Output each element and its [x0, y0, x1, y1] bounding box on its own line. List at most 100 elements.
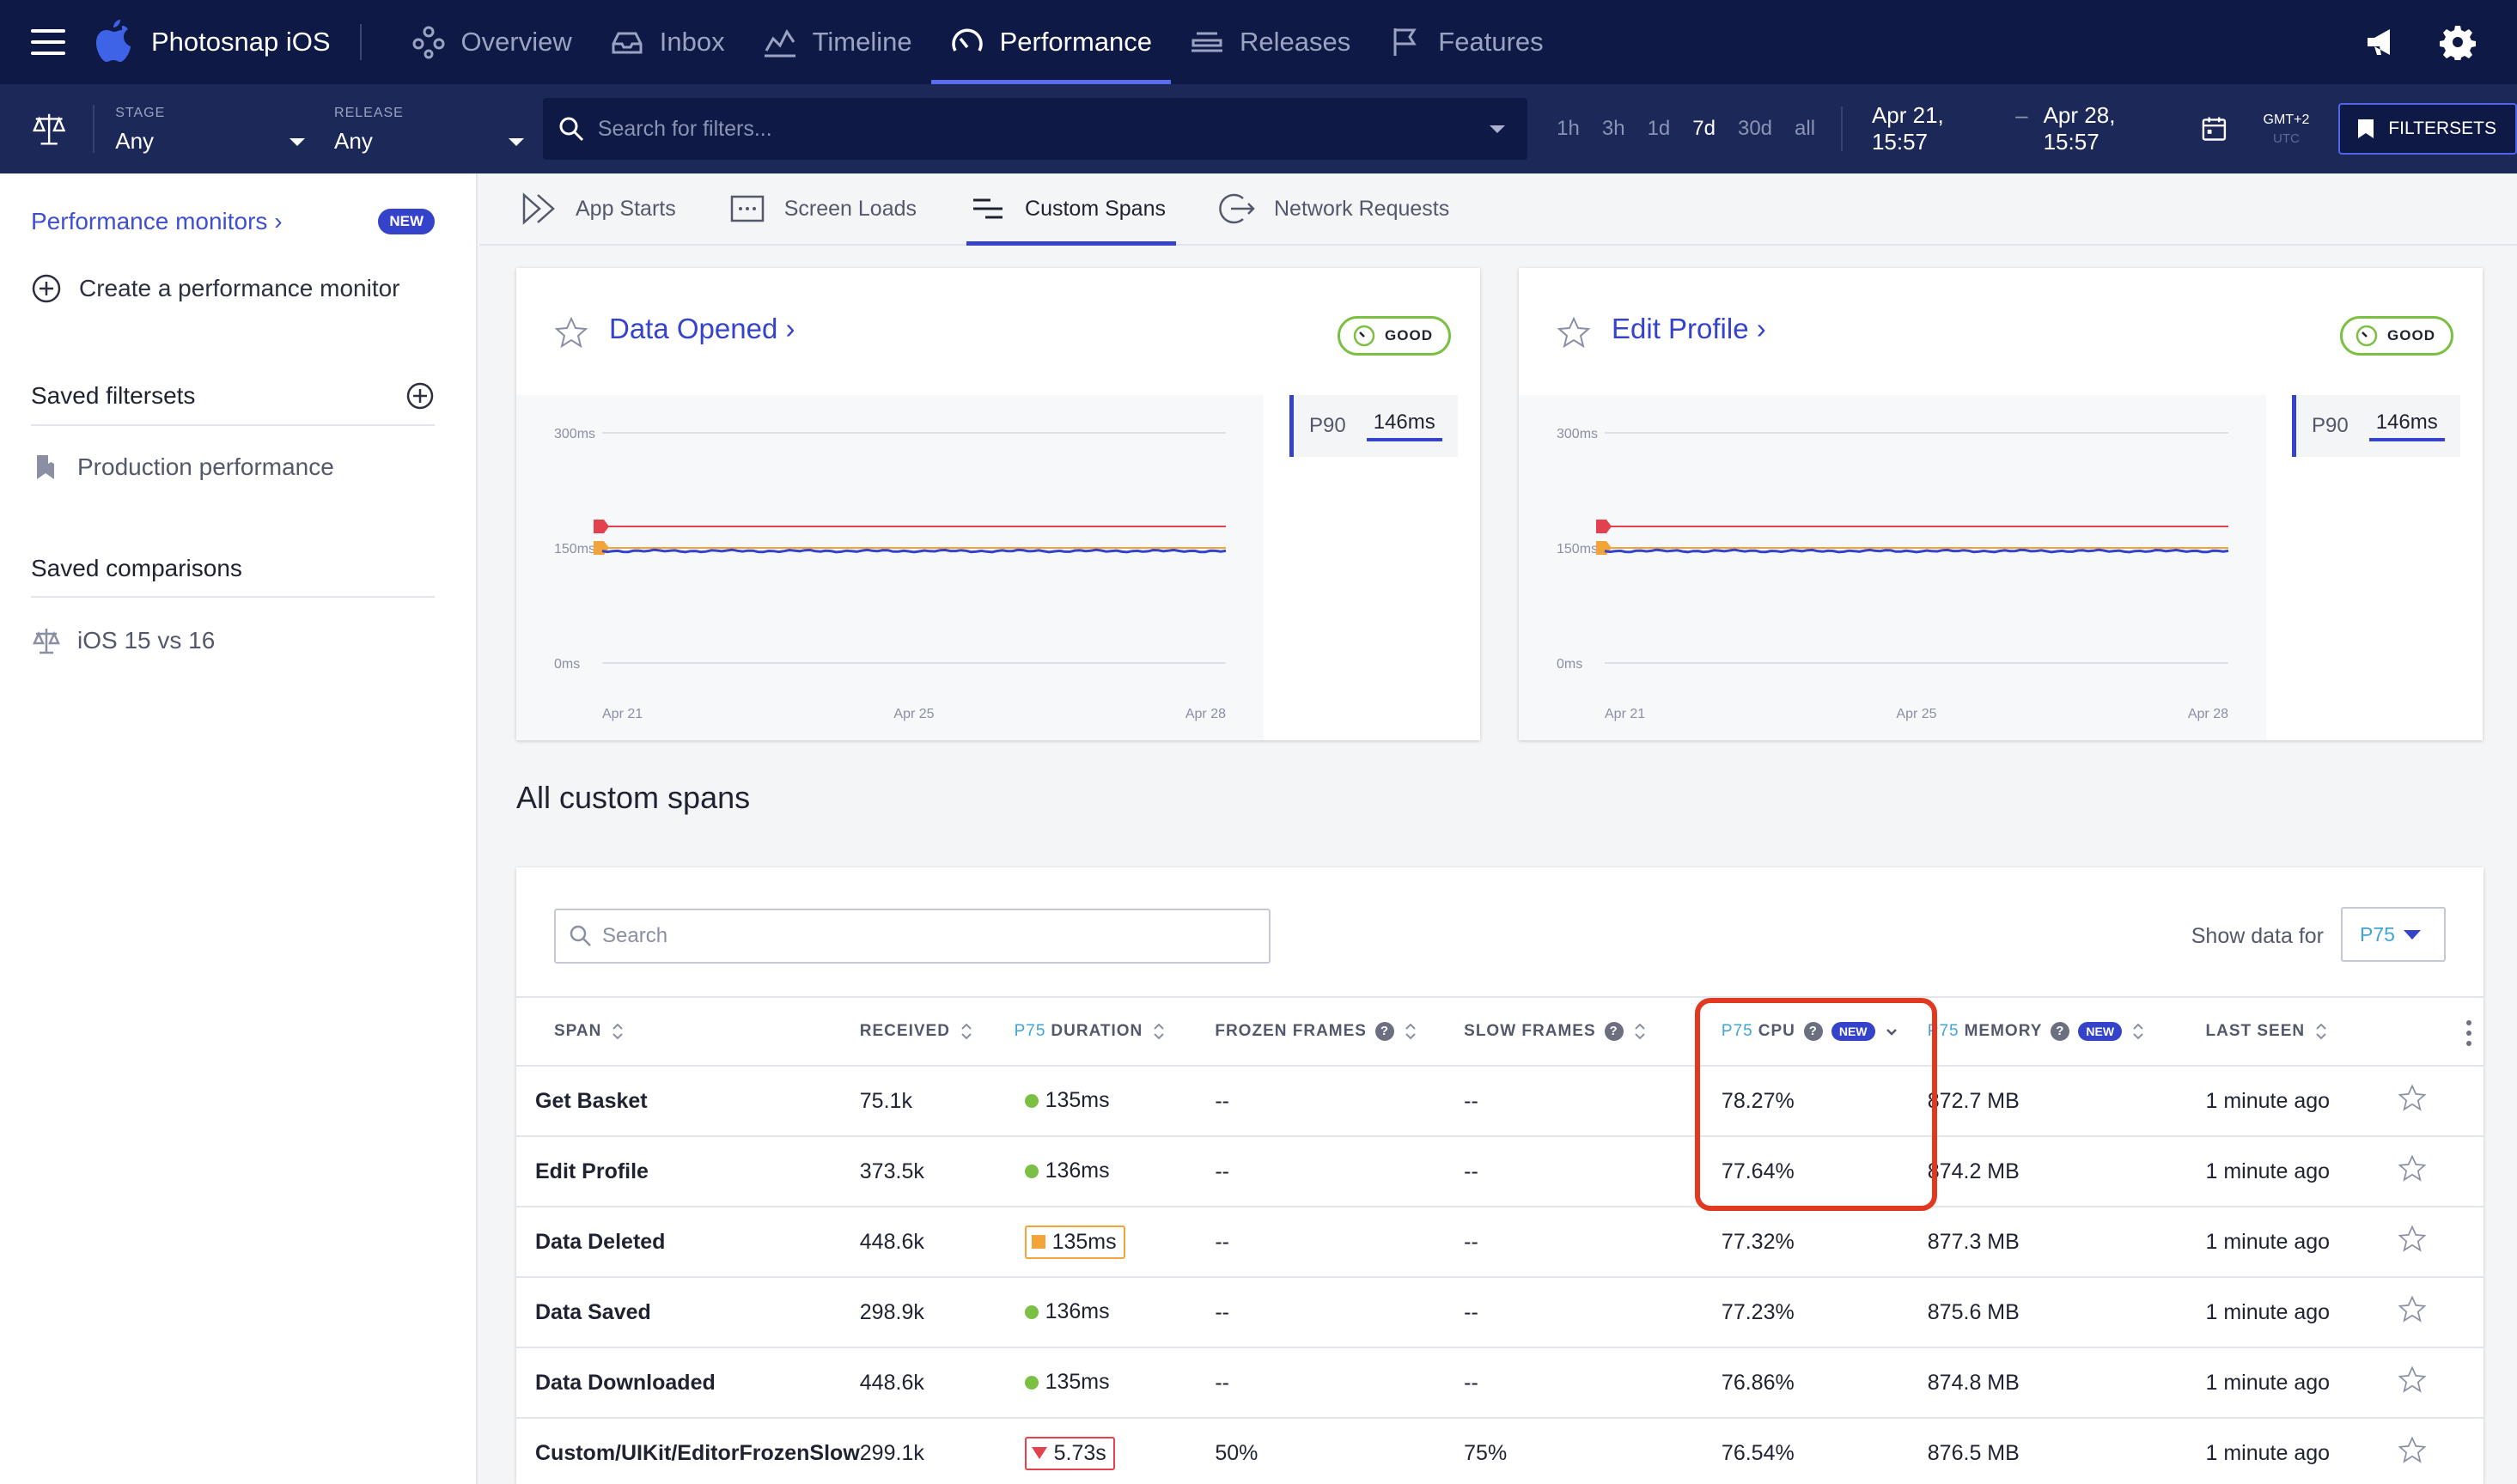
app-name[interactable]: Photosnap iOS: [151, 27, 331, 57]
hamburger-menu-icon[interactable]: [31, 29, 65, 55]
network-request-icon: [1219, 193, 1255, 224]
table-row[interactable]: Data Saved 298.9k 136ms -- -- 77.23% 875.6 MB 1…: [516, 1277, 2483, 1348]
monitor-title[interactable]: Edit Profile ›: [1612, 313, 1766, 344]
range-7d[interactable]: 7d: [1692, 117, 1716, 140]
stage-select[interactable]: STAGE Any: [115, 99, 314, 159]
star-icon[interactable]: [2398, 1365, 2427, 1395]
nav-divider: [359, 24, 362, 60]
nav-timeline[interactable]: Timeline: [744, 0, 931, 84]
star-icon[interactable]: [2398, 1224, 2427, 1254]
col-header-span[interactable]: SPAN: [516, 996, 860, 1067]
nav-releases[interactable]: Releases: [1171, 0, 1369, 84]
help-icon[interactable]: ?: [1374, 1021, 1394, 1041]
star-icon[interactable]: [2398, 1153, 2427, 1183]
filtersets-button[interactable]: FILTERSETS: [2338, 103, 2517, 155]
p90-metric[interactable]: P90 146ms: [1289, 395, 1458, 457]
warning-square-icon: [1031, 1235, 1045, 1249]
col-header-frozen-frames[interactable]: FROZEN FRAMES?: [1215, 996, 1465, 1067]
col-header-duration[interactable]: P75 DURATION: [1014, 996, 1216, 1067]
show-data-label: Show data for: [2191, 924, 2324, 948]
span-name[interactable]: Data Deleted: [516, 1207, 860, 1278]
nav-features[interactable]: Features: [1369, 0, 1562, 84]
span-name[interactable]: Data Downloaded: [516, 1347, 860, 1419]
bookmark-icon: [37, 455, 54, 479]
col-header-memory[interactable]: P75 MEMORY? NEW: [1927, 996, 2206, 1067]
x-tick-label: Apr 28: [2188, 707, 2228, 721]
table-row[interactable]: Edit Profile 373.5k 136ms -- -- 77.64% 874.2 M…: [516, 1136, 2483, 1207]
star-icon[interactable]: [2398, 1435, 2427, 1465]
star-icon[interactable]: [2398, 1294, 2427, 1324]
calendar-icon[interactable]: [2201, 115, 2228, 143]
chevron-down-icon: [508, 138, 524, 146]
last-seen-cell: 1 minute ago: [2205, 1418, 2398, 1484]
percentile-select[interactable]: P75: [2341, 907, 2446, 962]
stage-label: STAGE: [115, 106, 166, 120]
star-icon[interactable]: [1557, 316, 1591, 350]
col-header-last-seen[interactable]: LAST SEEN: [2205, 996, 2398, 1067]
table-row[interactable]: Get Basket 75.1k 135ms -- -- 78.27% 872.7 MB 1 …: [516, 1066, 2483, 1137]
help-icon[interactable]: ?: [1604, 1021, 1624, 1041]
table-row[interactable]: Data Downloaded 448.6k 135ms -- -- 76.86% 874.…: [516, 1347, 2483, 1419]
star-icon[interactable]: [2398, 1083, 2427, 1113]
slow-frames-cell: --: [1464, 1207, 1692, 1278]
duration-cell: 135ms: [1014, 1066, 1216, 1137]
range-1h[interactable]: 1h: [1557, 117, 1580, 140]
span-name[interactable]: Edit Profile: [516, 1136, 860, 1207]
tab-custom-spans[interactable]: Custom Spans: [966, 173, 1176, 246]
create-monitor-button[interactable]: Create a performance monitor: [31, 273, 400, 304]
range-3h[interactable]: 3h: [1601, 117, 1625, 140]
monitor-card-data-opened: Data Opened › GOOD 300ms 150ms 0ms Apr 21 Ap…: [516, 268, 1480, 740]
monitor-title[interactable]: Data Opened ›: [609, 313, 795, 344]
gear-icon[interactable]: [2440, 24, 2476, 60]
col-header-slow-frames[interactable]: SLOW FRAMES?: [1464, 996, 1692, 1067]
release-select[interactable]: RELEASE Any: [334, 99, 533, 159]
performance-monitors-link[interactable]: Performance monitors ›: [31, 208, 283, 234]
status-badge: GOOD: [2340, 316, 2453, 356]
tab-screen-loads[interactable]: Screen Loads: [729, 173, 922, 244]
col-header-cpu[interactable]: P75 CPU? NEW: [1691, 996, 1928, 1067]
col-header-received[interactable]: RECEIVED: [859, 996, 1015, 1067]
add-filterset-icon[interactable]: [405, 381, 435, 411]
table-row[interactable]: Custom/UIKit/EditorFrozenSlow 299.1k 5.73s…: [516, 1418, 2483, 1484]
star-cell: [2398, 1347, 2483, 1419]
x-tick-label: Apr 28: [1185, 707, 1226, 721]
sort-icon: [961, 1023, 972, 1040]
tab-app-starts[interactable]: App Starts: [521, 173, 681, 244]
gauge-icon: [2355, 325, 2378, 347]
percentile-value: P75: [2360, 922, 2395, 946]
frozen-frames-cell: 50%: [1215, 1418, 1465, 1484]
nav-overview[interactable]: Overview: [393, 0, 591, 84]
nav-inbox[interactable]: Inbox: [591, 0, 744, 84]
y-tick-label: 300ms: [1557, 427, 1598, 441]
filter-search[interactable]: [542, 98, 1528, 160]
chevron-down-icon: [1886, 1029, 1897, 1036]
good-dot-icon: [1024, 1164, 1039, 1178]
received-cell: 373.5k: [859, 1136, 1015, 1207]
range-30d[interactable]: 30d: [1737, 117, 1773, 140]
span-name[interactable]: Custom/UIKit/EditorFrozenSlow: [516, 1418, 860, 1484]
filter-search-input[interactable]: [597, 116, 1457, 142]
span-name[interactable]: Data Saved: [516, 1277, 860, 1348]
timezone[interactable]: GMT+2 UTC: [2264, 113, 2310, 146]
help-icon[interactable]: ?: [1803, 1021, 1823, 1041]
nav-performance[interactable]: Performance: [930, 0, 1172, 84]
range-all[interactable]: all: [1795, 117, 1816, 140]
megaphone-icon[interactable]: [2364, 24, 2400, 60]
table-row[interactable]: Data Deleted 448.6k 135ms -- -- 77.32% 877.3 M…: [516, 1207, 2483, 1278]
span-name[interactable]: Get Basket: [516, 1066, 860, 1137]
sidebar-item-production-performance[interactable]: Production performance: [31, 452, 334, 483]
table-search[interactable]: [554, 909, 1271, 964]
p90-metric[interactable]: P90 146ms: [2292, 395, 2460, 457]
sidebar-item-ios-comparison[interactable]: iOS 15 vs 16: [31, 625, 215, 656]
date-range[interactable]: Apr 21, 15:57 – Apr 28, 15:57: [1872, 102, 2172, 155]
memory-cell: 874.8 MB: [1927, 1347, 2206, 1419]
range-1d[interactable]: 1d: [1647, 117, 1671, 140]
duration-cell: 135ms: [1014, 1347, 1216, 1419]
tab-network-requests[interactable]: Network Requests: [1219, 173, 1454, 244]
star-icon[interactable]: [554, 316, 588, 350]
column-options-icon[interactable]: [2466, 1020, 2471, 1046]
help-icon[interactable]: ?: [2051, 1021, 2070, 1041]
chevron-down-icon[interactable]: [1490, 125, 1506, 133]
table-search-input[interactable]: [602, 924, 1255, 948]
compare-scale-icon[interactable]: [31, 110, 67, 148]
